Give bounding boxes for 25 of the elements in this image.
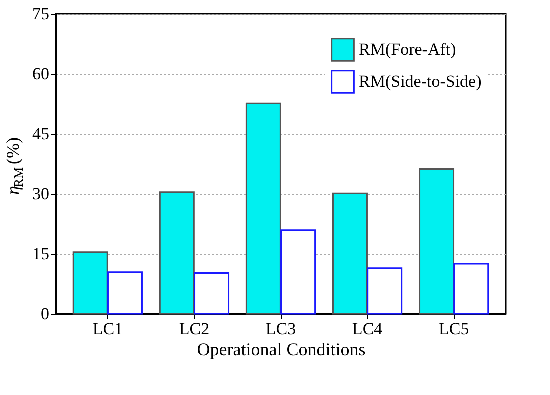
y-tick-label: 30 xyxy=(32,184,50,204)
y-tick-label: 60 xyxy=(32,64,50,84)
y-tick-label: 75 xyxy=(32,4,50,24)
legend-label: RM(Fore-Aft) xyxy=(359,40,456,59)
x-axis-title: Operational Conditions xyxy=(197,340,366,360)
bar xyxy=(159,192,195,315)
x-tick-label: LC2 xyxy=(179,320,210,338)
bar xyxy=(280,230,316,315)
bar xyxy=(367,268,403,315)
bar xyxy=(246,102,282,315)
bar xyxy=(454,263,490,315)
bar xyxy=(72,252,108,315)
legend-label: RM(Side-to-Side) xyxy=(359,72,482,91)
bar xyxy=(194,272,230,315)
y-tick-label: 45 xyxy=(32,124,50,144)
bar xyxy=(419,168,455,315)
x-tick-label: LC3 xyxy=(266,320,296,338)
y-tick-label: 0 xyxy=(41,304,50,324)
y-axis-title: ηRM (%) xyxy=(3,138,26,195)
x-tick-label: LC1 xyxy=(92,320,124,338)
y-tick-label: 15 xyxy=(32,244,50,264)
x-tick-label: LC5 xyxy=(438,320,470,338)
bar xyxy=(332,192,368,315)
x-tick-label: LC4 xyxy=(352,320,384,338)
bar xyxy=(107,272,143,315)
